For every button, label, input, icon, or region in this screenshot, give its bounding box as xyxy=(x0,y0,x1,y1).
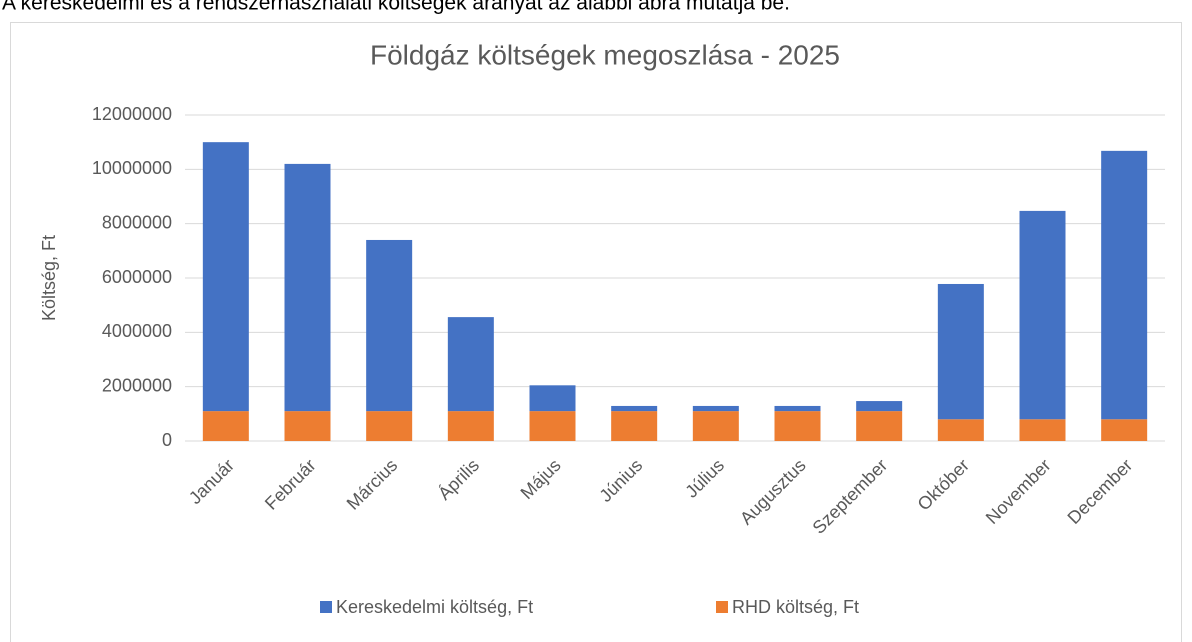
bar-segment xyxy=(611,411,658,441)
chart-title: Földgáz költségek megoszlása - 2025 xyxy=(370,39,840,70)
bar-segment xyxy=(202,411,249,441)
legend-swatch xyxy=(716,601,728,613)
bar-segment xyxy=(937,419,984,441)
bar-segment xyxy=(1101,150,1148,420)
y-tick-label: 12000000 xyxy=(92,104,172,124)
bar-segment xyxy=(611,405,658,412)
caption: A kereskedelmi és a rendszerhasználati k… xyxy=(2,0,790,15)
y-tick-label: 4000000 xyxy=(102,321,172,341)
bar-segment xyxy=(529,411,576,441)
y-tick-label: 8000000 xyxy=(102,212,172,232)
y-tick-label: 2000000 xyxy=(102,375,172,395)
bar-segment xyxy=(1101,419,1148,441)
bar-segment xyxy=(856,411,903,441)
y-tick-label: 10000000 xyxy=(92,158,172,178)
bar-segment xyxy=(447,317,494,412)
y-tick-label: 0 xyxy=(162,430,172,450)
bar-segment xyxy=(1019,210,1066,420)
bar-segment xyxy=(284,411,331,441)
bar-segment xyxy=(529,385,576,412)
bar-segment xyxy=(774,411,821,441)
bar-segment xyxy=(366,411,413,441)
legend-swatch xyxy=(320,601,332,613)
bar-segment xyxy=(1019,419,1066,441)
bar-segment xyxy=(692,411,739,441)
bar-segment xyxy=(202,142,249,412)
y-axis-label: Költség, Ft xyxy=(39,235,59,321)
bar-segment xyxy=(447,411,494,441)
bar-segment xyxy=(774,405,821,412)
bar-segment xyxy=(856,401,903,412)
legend-label: RHD költség, Ft xyxy=(732,597,859,617)
bar-segment xyxy=(937,283,984,420)
bar-segment xyxy=(284,163,331,412)
bar-segment xyxy=(366,239,413,412)
y-tick-label: 6000000 xyxy=(102,267,172,287)
bar-segment xyxy=(692,405,739,412)
legend-label: Kereskedelmi költség, Ft xyxy=(336,597,533,617)
